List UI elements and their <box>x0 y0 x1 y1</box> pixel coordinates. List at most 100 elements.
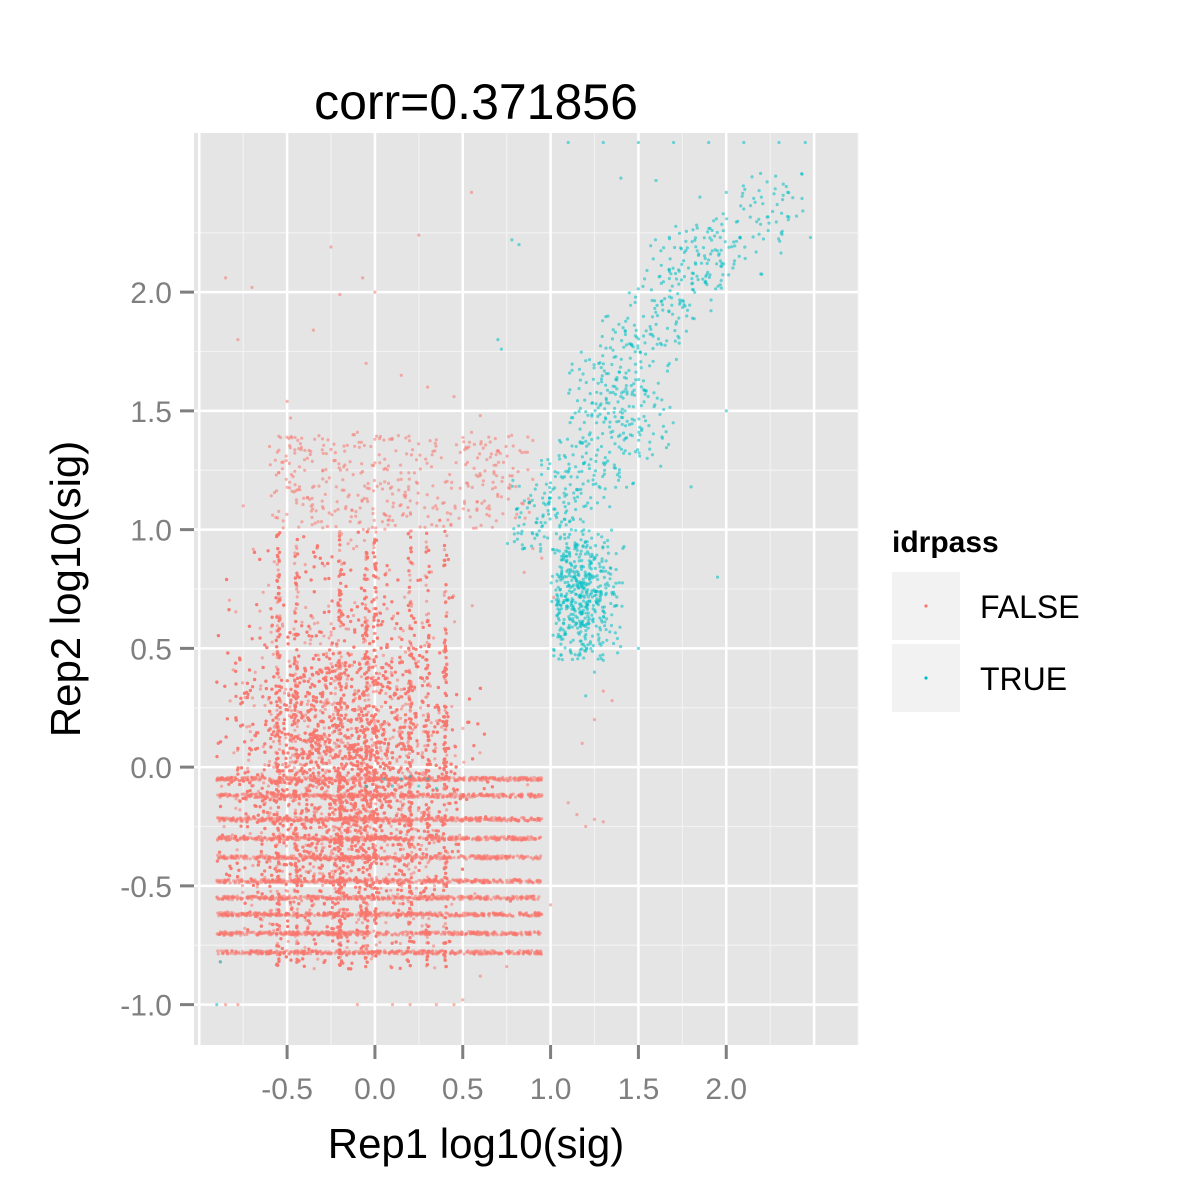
point-false <box>243 926 247 931</box>
point-false <box>267 813 271 818</box>
point-false <box>338 624 342 628</box>
point-false <box>453 620 457 624</box>
point-false <box>318 871 322 875</box>
point-false <box>344 682 348 686</box>
point-false <box>408 573 412 577</box>
point-false <box>308 627 312 631</box>
point-false <box>418 706 423 710</box>
point-false <box>374 689 378 693</box>
point-false <box>346 741 350 746</box>
point-false <box>304 605 308 610</box>
point-false <box>470 604 474 608</box>
point-false <box>344 627 348 631</box>
point-false <box>277 675 281 679</box>
point-false <box>312 967 316 971</box>
point-false <box>295 587 299 591</box>
point-false <box>238 808 242 812</box>
point-false <box>282 691 287 695</box>
point-false <box>355 691 359 695</box>
major-gridlines <box>194 133 858 1045</box>
point-false <box>434 746 438 750</box>
point-false <box>301 763 305 767</box>
point-false <box>333 887 337 891</box>
point-false <box>318 642 323 646</box>
point-false <box>284 888 288 893</box>
point-false <box>283 798 287 802</box>
point-false <box>303 641 307 645</box>
point-false <box>268 759 272 764</box>
point-false <box>320 826 324 830</box>
point-false <box>330 869 334 873</box>
point-false <box>351 613 356 618</box>
point-false <box>386 746 390 750</box>
point-false <box>349 727 353 731</box>
point-false <box>425 875 430 879</box>
point-false <box>424 583 428 587</box>
point-false <box>369 957 373 961</box>
point-false <box>345 871 349 876</box>
point-false <box>355 544 359 548</box>
point-false <box>262 781 266 785</box>
point-false <box>461 726 465 731</box>
point-false <box>401 704 405 708</box>
point-false <box>316 621 320 625</box>
point-false <box>443 922 447 926</box>
point-false <box>407 591 411 595</box>
point-false <box>259 831 264 835</box>
point-false <box>300 747 304 751</box>
point-false <box>228 699 232 703</box>
point-false <box>241 890 245 895</box>
point-false <box>272 929 276 933</box>
point-false <box>409 604 413 608</box>
point-false <box>365 831 369 835</box>
chart-title: corr=0.371856 <box>314 74 638 130</box>
point-false <box>256 789 260 793</box>
point-false <box>289 756 293 760</box>
point-false <box>331 712 335 717</box>
point-false <box>409 771 413 775</box>
point-false <box>246 766 250 770</box>
point-false <box>433 757 437 761</box>
point-false <box>288 760 292 764</box>
point-false <box>444 631 448 636</box>
point-false <box>384 921 388 925</box>
point-false <box>332 828 336 832</box>
point-false <box>332 741 337 745</box>
point-false <box>399 707 403 711</box>
point-false <box>322 634 326 638</box>
point-false <box>253 670 257 675</box>
point-false <box>309 638 313 642</box>
point-false <box>403 650 408 654</box>
point-false <box>303 945 307 950</box>
point-false <box>329 662 333 666</box>
point-false <box>291 900 296 904</box>
point-false <box>318 805 323 809</box>
point-false <box>366 693 370 697</box>
point-false <box>378 940 382 945</box>
point-false <box>323 703 328 707</box>
point-false <box>445 808 449 812</box>
point-false <box>413 865 418 870</box>
point-false <box>286 939 290 944</box>
point-false <box>255 885 259 889</box>
point-false <box>297 802 301 806</box>
point-false <box>296 710 300 714</box>
point-false <box>462 760 466 764</box>
point-false <box>410 850 414 854</box>
point-false <box>442 593 446 598</box>
point-false <box>308 677 312 681</box>
point-false <box>275 624 279 628</box>
point-false <box>325 651 329 656</box>
point-false <box>478 751 482 755</box>
point-false <box>332 872 336 877</box>
point-false <box>379 705 384 709</box>
point-false <box>412 917 416 921</box>
point-false <box>407 862 411 866</box>
point-false <box>278 742 282 746</box>
point-false <box>305 752 309 756</box>
point-false <box>365 809 369 813</box>
point-false <box>370 737 374 741</box>
point-false <box>303 821 307 826</box>
point-false <box>363 698 367 703</box>
point-false <box>304 918 308 922</box>
